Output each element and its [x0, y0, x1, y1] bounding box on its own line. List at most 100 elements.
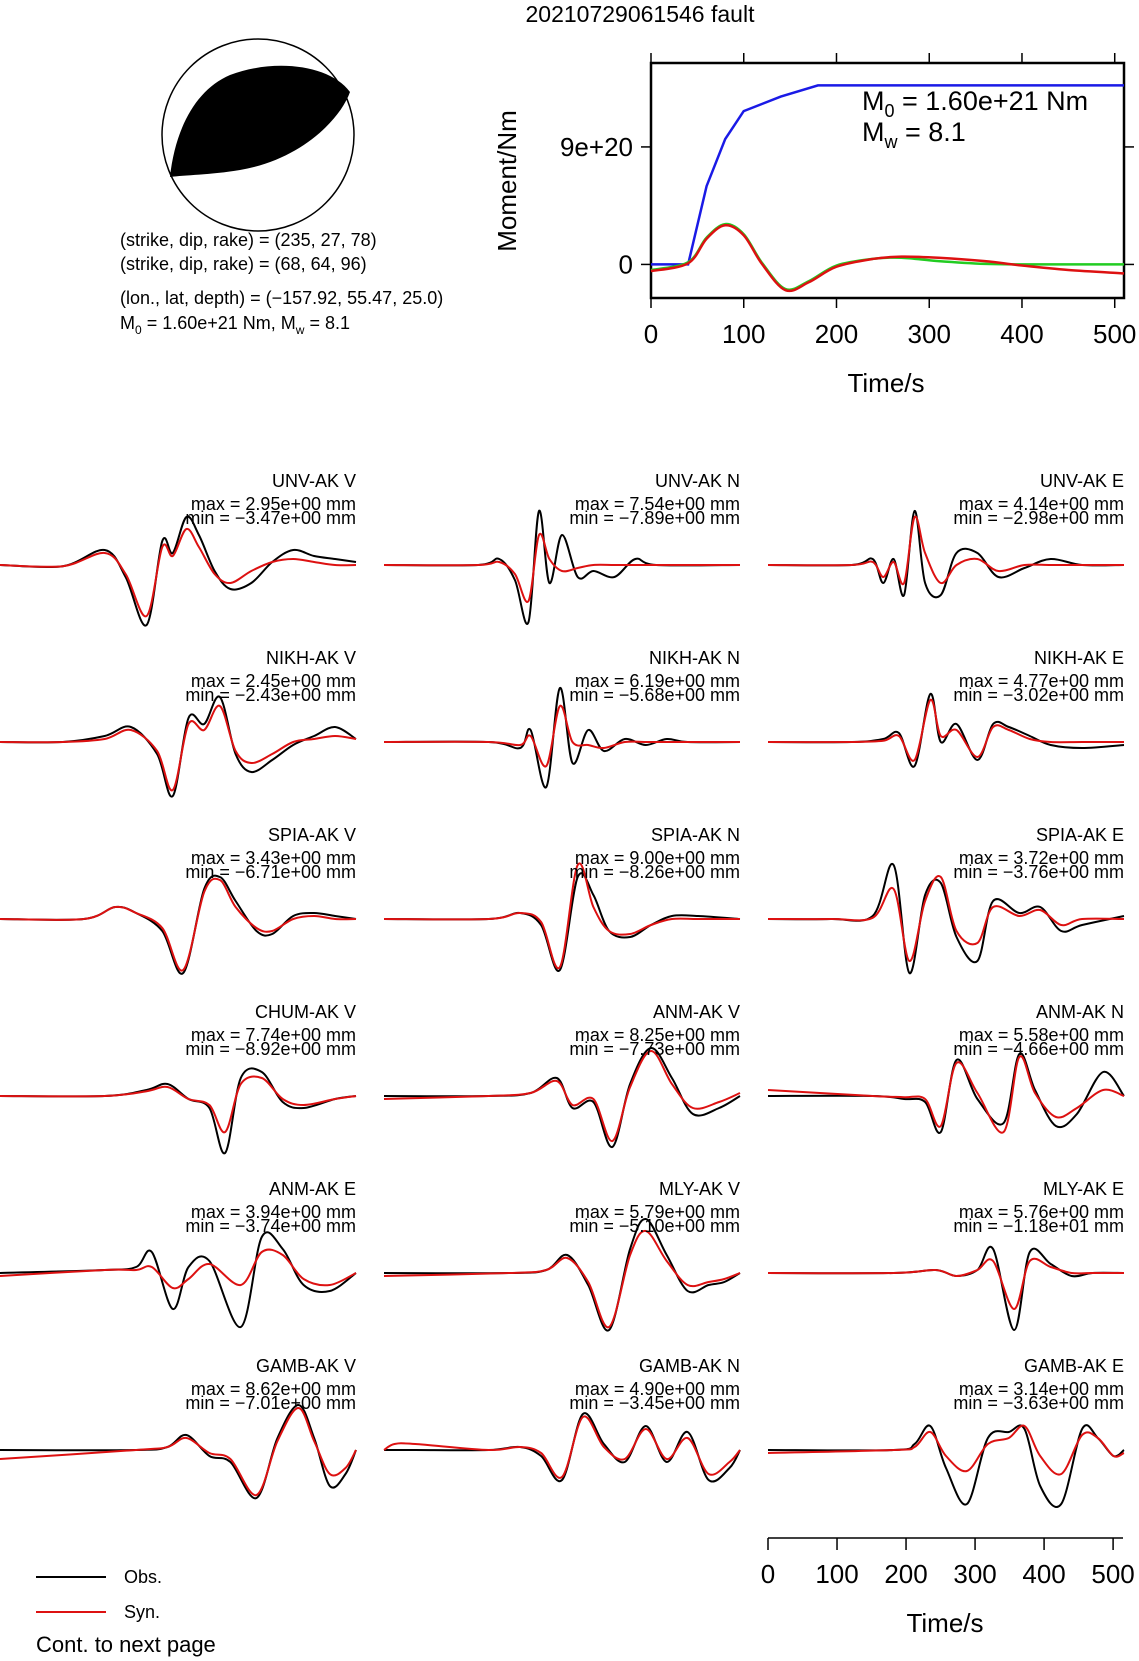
station-label: SPIA-AK V: [268, 825, 356, 845]
stf-xtick-label: 100: [722, 319, 765, 349]
stf-xtick-label: 400: [1000, 319, 1043, 349]
stf-xtick-label: 500: [1093, 319, 1136, 349]
max-amplitude-text: max = 7.74e+00 mm: [191, 1025, 356, 1045]
station-label: GAMB-AK N: [639, 1356, 740, 1376]
max-amplitude-text: max = 4.90e+00 mm: [575, 1379, 740, 1399]
max-amplitude-text: max = 3.94e+00 mm: [191, 1202, 356, 1222]
obs-trace: [383, 1412, 741, 1483]
moment-text: M0 = 1.60e+21 Nm, Mw = 8.1: [120, 313, 350, 337]
syn-trace: [767, 875, 1125, 963]
page-title: 20210729061546 fault: [526, 1, 756, 27]
stf-xlabel: Time/s: [847, 368, 924, 398]
station-label: SPIA-AK E: [1036, 825, 1124, 845]
max-amplitude-text: max = 4.77e+00 mm: [959, 671, 1124, 691]
syn-trace: [383, 862, 740, 970]
max-amplitude-text: max = 7.54e+00 mm: [575, 494, 740, 514]
syn-trace: [0, 877, 357, 972]
syn-trace: [767, 515, 1124, 586]
min-amplitude-text: min = −3.47e+00 mm: [185, 508, 356, 528]
location-text: (lon., lat, depth) = (−157.92, 55.47, 25…: [120, 288, 443, 308]
max-amplitude-text: max = 5.79e+00 mm: [575, 1202, 740, 1222]
min-amplitude-text: min = −2.43e+00 mm: [185, 685, 356, 705]
min-amplitude-text: min = −3.45e+00 mm: [569, 1393, 740, 1413]
max-amplitude-text: max = 8.25e+00 mm: [575, 1025, 740, 1045]
min-amplitude-text: min = −3.74e+00 mm: [185, 1216, 356, 1236]
station-label: ANM-AK V: [653, 1002, 740, 1022]
max-amplitude-text: max = 5.58e+00 mm: [959, 1025, 1124, 1045]
bottom-xtick-label: 500: [1091, 1559, 1134, 1589]
min-amplitude-text: min = −3.02e+00 mm: [953, 685, 1124, 705]
max-amplitude-text: max = 8.62e+00 mm: [191, 1379, 356, 1399]
stf-plot: 0 9e+20 0 100 200 300 400 500 M0 = 1.60e+21 Nm…: [492, 53, 1136, 398]
station-label: UNV-AK V: [272, 471, 356, 491]
station-label: MLY-AK V: [659, 1179, 740, 1199]
stf-xtick-label: 200: [815, 319, 858, 349]
legend-syn-label: Syn.: [124, 1602, 160, 1622]
bottom-xtick-label: 0: [761, 1559, 775, 1589]
max-amplitude-text: max = 9.00e+00 mm: [575, 848, 740, 868]
station-label: ANM-AK N: [1036, 1002, 1124, 1022]
bottom-time-axis: 0 100 200 300 400 500 Time/s: [761, 1537, 1135, 1638]
syn-trace: [767, 1257, 1124, 1311]
syn-trace: [767, 1055, 1125, 1134]
obs-trace: [767, 1052, 1125, 1134]
syn-trace: [383, 1050, 741, 1143]
max-amplitude-text: max = 6.19e+00 mm: [575, 671, 740, 691]
min-amplitude-text: min = −7.73e+00 mm: [569, 1039, 740, 1059]
obs-trace: [0, 874, 357, 975]
station-label: NIKH-AK E: [1034, 648, 1124, 668]
min-amplitude-text: min = −6.71e+00 mm: [185, 862, 356, 882]
max-amplitude-text: max = 3.14e+00 mm: [959, 1379, 1124, 1399]
max-amplitude-text: max = 3.43e+00 mm: [191, 848, 356, 868]
bottom-xtick-label: 100: [815, 1559, 858, 1589]
legend: Obs. Syn.: [36, 1567, 162, 1622]
stf-series-cumulative: [651, 84, 1124, 266]
min-amplitude-text: min = −8.92e+00 mm: [185, 1039, 356, 1059]
continuation-note: Cont. to next page: [36, 1632, 216, 1657]
station-label: NIKH-AK V: [266, 648, 356, 668]
max-amplitude-text: max = 3.72e+00 mm: [959, 848, 1124, 868]
station-label: CHUM-AK V: [255, 1002, 356, 1022]
syn-trace: [0, 527, 357, 618]
obs-trace: [383, 686, 741, 789]
syn-trace: [767, 1424, 1125, 1476]
obs-trace: [0, 1231, 357, 1329]
bottom-xtick-label: 200: [884, 1559, 927, 1589]
syn-trace: [0, 1075, 357, 1134]
obs-trace: [767, 1245, 1125, 1332]
obs-trace: [0, 695, 357, 798]
syn-trace: [0, 1406, 357, 1496]
stf-xtick-label: 0: [644, 319, 658, 349]
stf-mw-text: Mw = 8.1: [862, 117, 966, 152]
obs-trace: [383, 509, 741, 625]
bottom-xtick-label: 300: [953, 1559, 996, 1589]
obs-trace: [767, 862, 1125, 975]
stf-ylabel: Moment/Nm: [492, 110, 522, 252]
stf-series-rate_red: [650, 224, 1125, 293]
bottom-xlabel: Time/s: [906, 1608, 983, 1638]
beachball-icon: [161, 38, 355, 232]
stf-ytick-label: 9e+20: [560, 132, 633, 162]
min-amplitude-text: min = −5.10e+00 mm: [569, 1216, 740, 1236]
legend-obs-label: Obs.: [124, 1567, 162, 1587]
min-amplitude-text: min = −8.26e+00 mm: [569, 862, 740, 882]
plane2-text: (strike, dip, rake) = (68, 64, 96): [120, 254, 367, 274]
syn-trace: [767, 698, 1124, 762]
min-amplitude-text: min = −2.98e+00 mm: [953, 508, 1124, 528]
min-amplitude-text: min = −5.68e+00 mm: [569, 685, 740, 705]
stf-ytick-label: 0: [619, 249, 633, 279]
obs-trace: [0, 515, 357, 627]
